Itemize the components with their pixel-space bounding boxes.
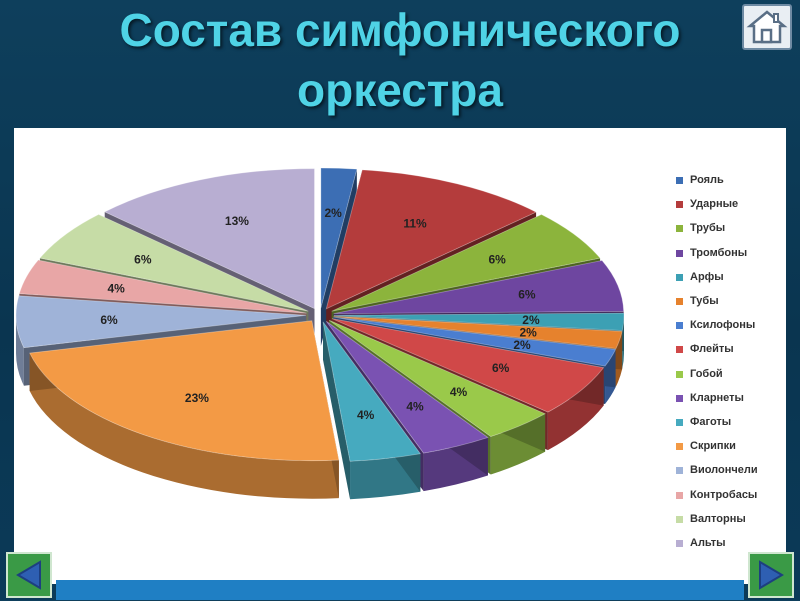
pie-slice-Альты xyxy=(103,168,315,310)
legend-swatch xyxy=(676,491,683,499)
legend-label: Тромбоны xyxy=(690,246,748,259)
legend-label: Ксилофоны xyxy=(690,319,756,332)
pie-slice-Рояль xyxy=(320,167,358,309)
legend-swatch xyxy=(676,273,683,281)
legend-swatch xyxy=(676,298,683,305)
legend-swatch xyxy=(676,515,683,523)
pie-slice-Ксилофоны xyxy=(333,316,617,367)
pie-slice-Флейты xyxy=(331,318,605,413)
pie-data-label: 2% xyxy=(522,313,540,327)
legend-label: Флейты xyxy=(690,343,734,356)
legend-label: Ударные xyxy=(690,198,739,211)
pie-slice-Тубы xyxy=(333,315,623,349)
triangle-right-icon xyxy=(759,560,784,590)
legend-label: Контробасы xyxy=(690,488,758,501)
pie-slice-Валторны xyxy=(39,214,309,312)
pie-data-label: 2% xyxy=(513,338,531,352)
triangle-left-icon xyxy=(16,560,41,590)
legend-label: Трубы xyxy=(690,222,726,235)
legend-swatch xyxy=(676,419,683,426)
pie-slice-Тромбоны xyxy=(333,260,625,314)
legend-label: Виолончели xyxy=(690,464,758,477)
pie-data-label: 6% xyxy=(492,361,510,375)
pie-slice-Гобой xyxy=(328,319,547,437)
legend-label: Скрипки xyxy=(690,440,736,453)
legend-swatch xyxy=(676,177,683,184)
pie-data-label: 4% xyxy=(357,408,375,422)
legend-label: Тубы xyxy=(690,295,719,307)
legend-label: Гобой xyxy=(690,367,723,380)
pie-data-label: 2% xyxy=(519,325,537,339)
pie-data-label: 4% xyxy=(107,281,125,295)
pie-data-label: 6% xyxy=(134,252,152,266)
pie-data-label: 23% xyxy=(185,391,209,405)
next-slide-button[interactable] xyxy=(748,552,794,598)
home-button[interactable] xyxy=(742,4,792,50)
pie-slice-Контробасы xyxy=(18,259,307,314)
pie-slice-Скрипки xyxy=(29,320,340,462)
pie-data-label: 4% xyxy=(406,399,424,413)
legend-swatch xyxy=(676,540,683,547)
legend-swatch xyxy=(676,443,683,451)
pie-slice-side xyxy=(29,353,339,499)
legend-swatch xyxy=(676,225,683,233)
legend-label: Арфы xyxy=(690,270,724,283)
legend-label: Фаготы xyxy=(690,416,732,428)
title-line-1: Состав симфонического xyxy=(119,4,681,56)
prev-slide-button[interactable] xyxy=(6,552,52,598)
legend-label: Валторны xyxy=(690,512,746,525)
pie-data-label: 6% xyxy=(518,287,536,301)
pie-slice-Трубы xyxy=(331,214,601,312)
pie-data-label: 13% xyxy=(225,214,249,228)
legend-swatch xyxy=(676,249,683,257)
legend-label: Альты xyxy=(690,537,726,549)
house-icon xyxy=(746,10,788,44)
legend-swatch xyxy=(676,467,683,475)
bottom-bar xyxy=(56,580,744,600)
pie-data-label: 6% xyxy=(489,252,507,266)
pie-data-label: 6% xyxy=(100,313,118,327)
legend-swatch xyxy=(676,201,683,209)
legend-swatch xyxy=(676,322,683,330)
pie-slice-wall xyxy=(323,321,351,500)
pie-data-label: 11% xyxy=(403,217,427,231)
legend-swatch xyxy=(676,394,683,402)
pie-slice-Фаготы xyxy=(322,321,422,462)
legend-swatch xyxy=(676,370,683,378)
legend-swatch xyxy=(676,346,683,354)
legend-label: Кларнеты xyxy=(690,391,744,404)
title-line-2: оркестра xyxy=(297,64,503,116)
pie-slice-Ударные xyxy=(325,169,538,310)
pie-data-label: 4% xyxy=(450,385,468,399)
legend-label: Рояль xyxy=(690,174,724,186)
pie-slice-Кларнеты xyxy=(325,320,489,454)
pie-slice-Арфы xyxy=(333,312,625,331)
pie-slice-side xyxy=(16,315,24,386)
pie-slice-Виолончели xyxy=(15,295,307,349)
pie-data-label: 2% xyxy=(324,206,342,220)
